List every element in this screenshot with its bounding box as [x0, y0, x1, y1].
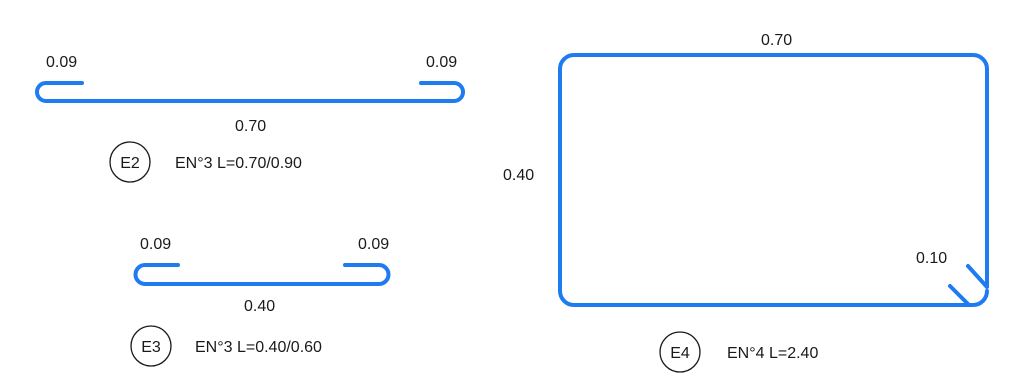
e4-tag-label: E4 [670, 345, 690, 362]
e2-tag-circle [109, 141, 151, 183]
e3-hook-left-label: 0.09 [140, 236, 171, 253]
e3-bar-shape [133, 263, 391, 286]
e4-stirrup-shape [558, 53, 989, 307]
e3-tag-label: E3 [141, 339, 161, 356]
e3-spec-label: EN°3 L=0.40/0.60 [195, 339, 322, 356]
e2-hook-right-label: 0.09 [426, 54, 457, 71]
e2-bar-group: 0.09 0.09 0.70 E2 EN°3 L=0.70/0.90 [35, 54, 465, 183]
e2-length-label: 0.70 [235, 118, 266, 135]
e4-height-label: 0.40 [503, 167, 534, 184]
e3-hook-right-label: 0.09 [358, 236, 389, 253]
e4-hook-label: 0.10 [916, 250, 947, 267]
e3-bar-group: 0.09 0.09 0.40 E3 EN°3 L=0.40/0.60 [130, 236, 391, 367]
e2-spec-label: EN°3 L=0.70/0.90 [175, 155, 302, 172]
e4-hook-outer [966, 264, 989, 289]
e2-bar-shape [35, 81, 465, 103]
e3-length-label: 0.40 [244, 298, 275, 315]
e2-hook-left-label: 0.09 [46, 54, 77, 71]
e4-hook-inner [948, 284, 970, 306]
e4-width-label: 0.70 [761, 32, 792, 49]
e4-spec-label: EN°4 L=2.40 [727, 345, 818, 362]
e4-stirrup-group: 0.70 0.40 0.10 E4 EN°4 L=2.40 [503, 32, 989, 373]
e4-tag-circle [659, 331, 701, 373]
e3-tag-circle [130, 325, 172, 367]
e2-tag-label: E2 [120, 155, 140, 172]
